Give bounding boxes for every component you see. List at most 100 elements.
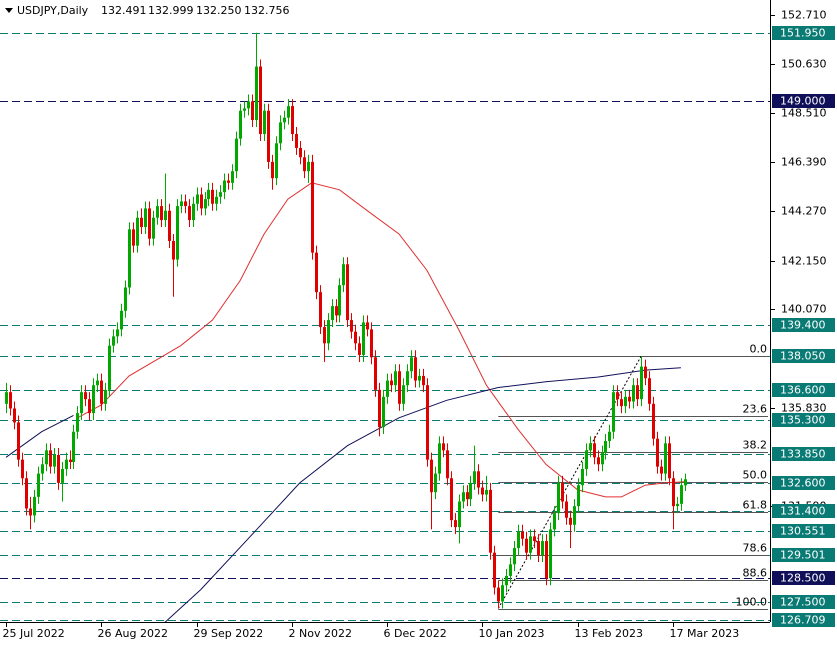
candle-body [335,306,338,316]
candle-body [517,531,520,549]
candle-body [350,320,353,332]
candle-body [219,192,222,197]
x-tick-label: 17 Mar 2023 [670,627,740,640]
candle-body [9,392,12,409]
candle-body [92,385,95,414]
candle-body [481,487,484,495]
candle-body [29,508,32,516]
level-label: 149.000 [780,95,826,108]
candle-body [346,264,349,321]
candle-body [446,450,449,479]
candle-body [398,371,401,404]
candle-body [394,371,397,386]
candle-body [76,413,79,432]
x-tick-label: 2 Nov 2022 [289,627,352,640]
fib-label: 50.0 [743,469,768,482]
candle-body [680,485,683,504]
candle-body [593,443,596,458]
moving-average [164,589,201,622]
candle-body [636,385,639,400]
candle-body [172,240,175,260]
y-tick-label: 140.070 [781,303,827,316]
candle-body [509,564,512,576]
candle-body [640,366,643,400]
plot-area: 0.0 23.6 38.2 50.0 61.8 78.6 88.6 100.0 [0,32,770,622]
level-box [772,571,835,585]
candle-body [597,457,600,465]
candle-body [196,194,199,204]
candle-body [497,587,500,602]
x-tick-label: 25 Jul 2022 [3,627,65,640]
candle-body [493,552,496,588]
fib-label: 78.6 [743,542,768,555]
candle-body [128,229,131,288]
level-label: 129.501 [780,549,826,562]
candle-body [327,320,330,344]
candle-body [136,217,139,246]
level-label: 127.500 [780,596,826,609]
candle-body [116,329,119,337]
level-box [772,595,835,609]
fib-label: 23.6 [743,403,768,416]
level-box [772,383,835,397]
candle-body [418,375,421,381]
y-tick-label: 135.830 [781,402,827,415]
candle-body [489,489,492,553]
candle-body [188,206,191,221]
candle-body [140,217,143,228]
level-box [772,349,835,363]
candle-body [65,459,68,469]
candle-body [434,473,437,493]
candle-body [644,366,647,379]
candle-body [57,454,60,483]
candle-body [21,459,24,479]
candle-body [604,441,607,453]
candle-body [426,385,429,460]
quote-low: 132.250 [196,4,242,17]
level-box [772,613,835,627]
candle-body [338,285,341,316]
candle-body [53,454,56,467]
fib-label: 88.6 [743,567,768,580]
y-tick-label: 146.390 [781,156,827,169]
candle-body [601,452,604,465]
candle-body [291,106,294,134]
candle-body [307,161,310,172]
level-box [772,413,835,427]
level-label: 136.600 [780,384,826,397]
x-tick-label: 13 Feb 2023 [575,627,643,640]
candle-body [267,110,270,162]
candle-body [84,392,87,400]
candle-body [676,503,679,507]
level-label: 151.950 [780,27,826,40]
candle-body [100,380,103,404]
level-box [772,504,835,518]
candle-body [525,538,528,553]
candle-body [549,529,552,579]
level-label: 126.709 [780,614,826,627]
candle-body [652,403,655,439]
candle-body [160,206,163,221]
candle-body [462,492,465,502]
candle-body [243,108,246,111]
quote-high: 132.999 [148,4,194,17]
candle-body [608,431,611,442]
fib-label: 61.8 [743,499,768,512]
candle-body [176,206,179,260]
candle-body [207,189,210,200]
candle-body [180,201,183,207]
symbol: USDJPY,Daily [17,4,89,17]
candle-body [501,585,504,602]
candle-body [227,180,230,183]
candle-body [271,161,274,179]
candle-body [469,482,472,500]
x-tick-label: 29 Sep 2022 [194,627,264,640]
candle-body [299,147,302,158]
candle-body [41,464,44,474]
candle-body [505,575,508,586]
candle-body [184,201,187,207]
candle-body [124,287,127,311]
candle-body [223,180,226,193]
candle-body [283,117,286,123]
candle-body [374,357,377,390]
